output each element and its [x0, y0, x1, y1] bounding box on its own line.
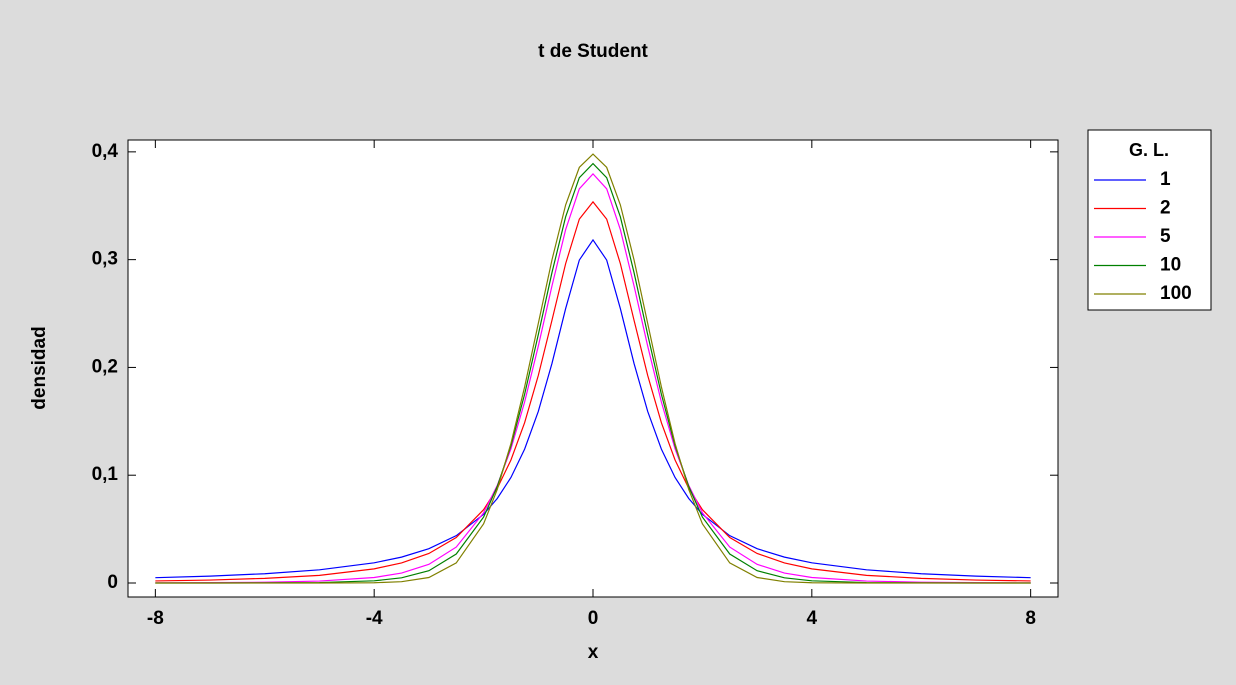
series-line [155, 162, 1031, 584]
legend-label: 100 [1160, 283, 1192, 304]
series-line [155, 172, 1031, 584]
y-tick-label: 0,2 [92, 356, 118, 377]
x-axis-label: x [588, 642, 599, 663]
plot-area [127, 139, 1059, 598]
x-tick-label: -4 [366, 608, 383, 629]
x-tick-label: -8 [147, 608, 164, 629]
x-tick-label: 8 [1025, 608, 1036, 629]
series-line [155, 238, 1031, 579]
legend-label: 1 [1160, 169, 1171, 190]
legend-title: G. L. [1129, 140, 1169, 160]
series-line [155, 200, 1031, 582]
legend-label: 2 [1160, 198, 1171, 219]
legend-label: 5 [1160, 226, 1171, 247]
y-tick-label: 0,1 [92, 464, 119, 485]
chart-title: t de Student [538, 41, 648, 62]
y-tick-label: 0,4 [92, 141, 119, 162]
y-axis-label: densidad [29, 326, 50, 409]
y-tick-label: 0,3 [92, 249, 118, 270]
legend-box [1087, 129, 1212, 311]
y-tick-label: 0 [107, 572, 118, 593]
x-tick-label: 0 [588, 608, 599, 629]
x-tick-label: 4 [807, 608, 818, 629]
legend-label: 10 [1160, 255, 1181, 276]
series-line [155, 153, 1031, 584]
